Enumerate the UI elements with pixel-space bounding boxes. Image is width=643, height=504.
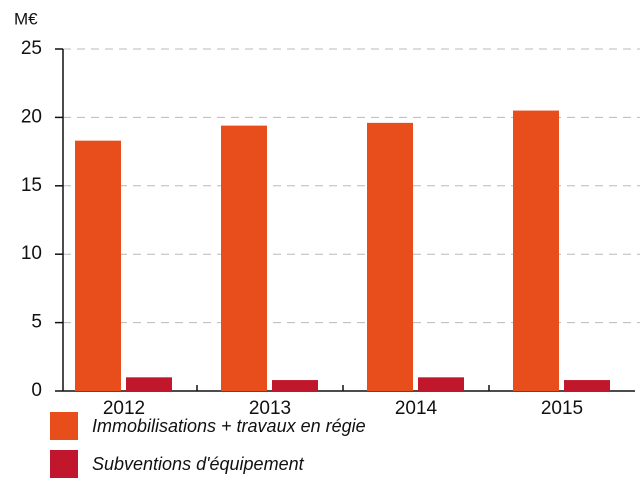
bar xyxy=(221,125,267,391)
y-tick-label: 15 xyxy=(21,175,42,196)
y-tick-label: 10 xyxy=(21,243,42,264)
y-tick-label: 5 xyxy=(31,312,42,333)
bar xyxy=(513,110,559,391)
legend-swatch xyxy=(50,412,78,440)
x-tick-label: 2015 xyxy=(541,398,583,419)
bar xyxy=(126,377,172,391)
bar xyxy=(564,380,610,391)
legend: Immobilisations + travaux en régie Subven… xyxy=(50,412,366,478)
bar xyxy=(272,380,318,391)
y-tick-label: 25 xyxy=(21,38,42,59)
legend-swatch xyxy=(50,450,78,478)
y-tick-label: 0 xyxy=(31,380,42,401)
bar xyxy=(367,122,413,391)
x-tick-label: 2013 xyxy=(249,398,291,419)
legend-label: Subventions d'équipement xyxy=(92,454,305,474)
bar xyxy=(75,140,121,391)
y-axis-label: M€ xyxy=(14,9,38,28)
bar xyxy=(418,377,464,391)
x-tick-label: 2014 xyxy=(395,398,438,419)
x-tick-label: 2012 xyxy=(103,398,145,419)
legend-label: Immobilisations + travaux en régie xyxy=(92,416,366,436)
y-tick-label: 20 xyxy=(21,106,42,127)
